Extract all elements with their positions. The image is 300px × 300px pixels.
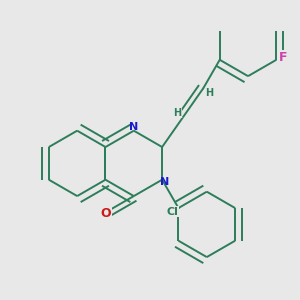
Text: Cl: Cl	[167, 207, 178, 217]
Text: N: N	[160, 177, 170, 187]
Text: N: N	[129, 122, 138, 132]
Text: F: F	[279, 51, 287, 64]
Text: H: H	[205, 88, 213, 98]
Text: H: H	[173, 108, 181, 118]
Text: O: O	[100, 207, 111, 220]
